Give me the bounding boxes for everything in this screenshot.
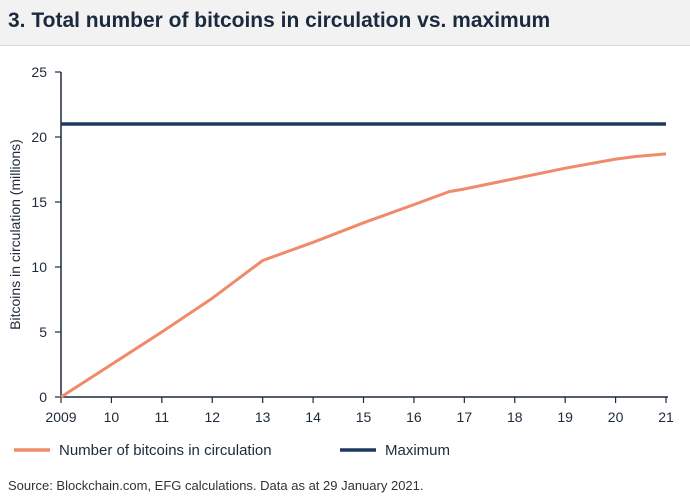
- x-tick-label: 2009: [45, 409, 76, 425]
- x-tick-label: 12: [204, 409, 220, 425]
- y-tick-label: 15: [31, 194, 47, 210]
- y-tick-label: 25: [31, 64, 47, 80]
- x-tick-label: 16: [406, 409, 422, 425]
- title-bar: 3. Total number of bitcoins in circulati…: [0, 0, 690, 46]
- x-tick-label: 19: [557, 409, 573, 425]
- x-tick-label: 21: [658, 409, 674, 425]
- series-lines: [60, 122, 667, 399]
- legend: Number of bitcoins in circulation Maximum: [14, 442, 450, 459]
- chart-title: 3. Total number of bitcoins in circulati…: [8, 9, 551, 32]
- series-line-circulation: [60, 152, 667, 399]
- x-tick-label: 13: [255, 409, 271, 425]
- x-tick-label: 15: [356, 409, 372, 425]
- x-tick-label: 10: [104, 409, 120, 425]
- chart-svg: 0 5 10 15 20 25 2009 10 11 12 13 14 15 16 17 18 19 20 21 Bi…: [7, 64, 674, 459]
- x-tick-label: 20: [608, 409, 624, 425]
- x-tick-label: 17: [457, 409, 473, 425]
- x-tick-label: 14: [305, 409, 321, 425]
- y-tick-label: 5: [39, 324, 47, 340]
- legend-label: Number of bitcoins in circulation: [59, 442, 272, 459]
- y-axis-title: Bitcoins in circulation (millions): [7, 139, 23, 330]
- x-tick-label: 18: [507, 409, 523, 425]
- y-tick-label: 10: [31, 259, 47, 275]
- chart-area: 0 5 10 15 20 25 2009 10 11 12 13 14 15 16 17 18 19 20 21 Bi…: [0, 46, 690, 470]
- legend-label: Maximum: [385, 442, 450, 459]
- x-tick-label: 11: [155, 409, 170, 425]
- y-tick-label: 20: [31, 129, 47, 145]
- source-note: Source: Blockchain.com, EFG calculations…: [8, 478, 424, 493]
- y-tick-label: 0: [39, 389, 47, 405]
- axes: 0 5 10 15 20 25 2009 10 11 12 13 14 15 16 17 18 19 20 21 Bi…: [7, 64, 674, 425]
